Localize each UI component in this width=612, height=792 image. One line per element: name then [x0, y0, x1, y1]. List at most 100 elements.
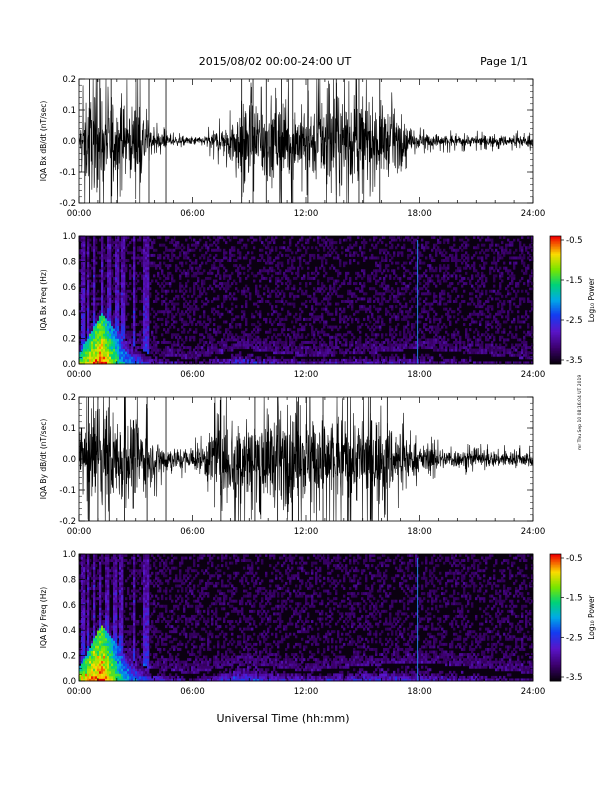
spectrogram-cell [101, 305, 104, 309]
spectrogram-cell [289, 256, 292, 260]
spectrogram-cell [383, 236, 386, 239]
spectrogram-cell [85, 358, 88, 362]
spectrogram-cell [289, 243, 292, 247]
spectrogram-cell [117, 289, 120, 293]
spectrogram-cell [141, 264, 144, 268]
spectrogram-cell [487, 333, 490, 337]
spectrogram-cell [305, 348, 308, 352]
spectrogram-cell [101, 297, 104, 301]
spectrogram-cell [501, 307, 504, 311]
spectrogram-cell [299, 335, 302, 339]
spectrogram-cell [153, 253, 156, 257]
spectrogram-cell [363, 307, 366, 311]
spectrogram-cell [409, 307, 412, 311]
spectrogram-cell [109, 284, 112, 288]
spectrogram-cell [259, 253, 262, 257]
spectrogram-cell [163, 300, 166, 303]
spectrogram-cell [443, 266, 446, 270]
spectrogram-cell [429, 338, 432, 342]
spectrogram-cell [333, 317, 336, 321]
spectrogram-cell [353, 312, 356, 316]
spectrogram-cell [463, 323, 466, 326]
spectrogram-cell [345, 238, 348, 242]
spectrogram-cell [499, 253, 502, 257]
spectrogram-cell [215, 248, 218, 252]
spectrogram-cell [93, 289, 96, 293]
spectrogram-cell [499, 312, 502, 316]
spectrogram-cell [105, 335, 108, 339]
spectrogram-cell [421, 246, 424, 250]
spectrogram-cell [149, 358, 152, 362]
spectrogram-cell [297, 317, 300, 321]
spectrogram-cell [87, 266, 90, 270]
spectrogram-cell [169, 361, 172, 365]
spectrogram-cell [239, 271, 242, 275]
spectrogram-cell [275, 271, 278, 275]
spectrogram-cell [315, 346, 318, 350]
spectrogram-cell [273, 356, 276, 360]
spectrogram-cell [167, 289, 170, 293]
spectrogram-cell [409, 248, 412, 252]
spectrogram-cell [385, 338, 388, 342]
spectrogram-cell [115, 328, 118, 332]
spectrogram-cell [221, 259, 224, 262]
x-tick-label: 18:00 [407, 209, 432, 219]
spectrogram-cell [389, 356, 392, 360]
spectrogram-cell [349, 259, 352, 262]
spectrogram-cell [453, 346, 456, 350]
spectrogram-cell [439, 264, 442, 268]
spectrogram-cell [429, 302, 432, 306]
spectrogram-cell [381, 348, 384, 352]
spectrogram-cell [145, 307, 148, 311]
spectrogram-cell [133, 333, 136, 337]
spectrogram-cell [91, 259, 94, 262]
spectrogram-cell [131, 333, 134, 337]
spectrogram-cell [93, 346, 96, 350]
spectrogram-cell [211, 340, 214, 344]
spectrogram-cell [153, 241, 156, 245]
spectrogram-cell [501, 274, 504, 278]
spectrogram-cell [375, 256, 378, 260]
spectrogram-cell [395, 343, 398, 347]
spectrogram-cell [335, 307, 338, 311]
spectrogram-cell [169, 348, 172, 352]
spectrogram-cell [181, 330, 184, 334]
spectrogram-cell [487, 361, 490, 365]
spectrogram-cell [413, 256, 416, 260]
spectrogram-cell [139, 340, 142, 344]
spectrogram-cell [93, 310, 96, 314]
spectrogram-cell [81, 302, 84, 306]
spectrogram-cell [81, 328, 84, 332]
spectrogram-cell [391, 333, 394, 337]
spectrogram-cell [277, 333, 280, 337]
spectrogram-cell [155, 335, 158, 339]
spectrogram-cell [297, 348, 300, 352]
spectrogram-cell [469, 348, 472, 352]
spectrogram-cell [485, 330, 488, 334]
spectrogram-cell [361, 343, 364, 347]
spectrogram-cell [371, 333, 374, 337]
spectrogram-cell [107, 310, 110, 314]
spectrogram-cell [449, 361, 452, 365]
spectrogram-cell [117, 338, 120, 342]
spectrogram-cell [369, 310, 372, 314]
spectrogram-cell [119, 338, 122, 342]
spectrogram-cell [429, 279, 432, 283]
spectrogram-cell [131, 353, 134, 357]
spectrogram-cell [503, 251, 506, 255]
spectrogram-cell [83, 282, 86, 286]
spectrogram-cell [181, 320, 184, 324]
spectrogram-cell [147, 294, 150, 298]
spectrogram-cell [83, 256, 86, 260]
spectrogram-cell [167, 236, 170, 239]
spectrogram-cell [129, 361, 132, 365]
spectrogram-cell [225, 241, 228, 245]
spectrogram-cell [167, 256, 170, 260]
spectrogram-cell [263, 361, 266, 365]
spectrogram-cell [445, 348, 448, 352]
spectrogram-cell [297, 328, 300, 332]
spectrogram-cell [147, 251, 150, 255]
spectrogram-cell [485, 292, 488, 296]
spectrogram-cell [117, 307, 120, 311]
spectrogram-cell [375, 361, 378, 365]
